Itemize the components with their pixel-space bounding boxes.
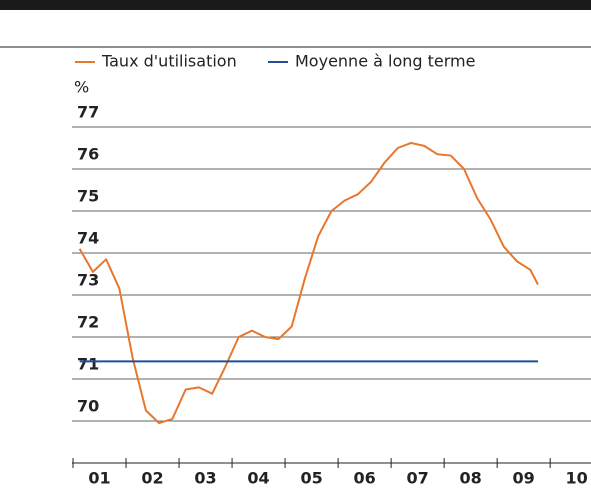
x-tick-label: 10 — [566, 469, 588, 488]
x-tick-label: 05 — [300, 469, 322, 488]
header-bar — [0, 0, 591, 10]
y-tick-label: 73 — [77, 271, 99, 290]
y-tick-label: 76 — [77, 145, 99, 164]
x-tick-label: 01 — [88, 469, 110, 488]
y-axis-unit: % — [74, 78, 89, 97]
x-tick-label: 04 — [247, 469, 269, 488]
x-tick-label: 03 — [194, 469, 216, 488]
x-tick-label: 06 — [353, 469, 375, 488]
x-tick-label: 07 — [406, 469, 428, 488]
y-tick-label: 74 — [77, 229, 99, 248]
y-tick-label: 77 — [77, 103, 99, 122]
x-tick-label: 09 — [513, 469, 535, 488]
legend-label: Taux d'utilisation — [101, 52, 237, 71]
x-tick-label: 02 — [141, 469, 163, 488]
y-tick-label: 71 — [77, 355, 99, 374]
series-line — [78, 141, 539, 425]
y-tick-label: 75 — [77, 187, 99, 206]
y-tick-label: 70 — [77, 397, 99, 416]
x-tick-label: 08 — [460, 469, 482, 488]
legend-label: Moyenne à long terme — [295, 52, 475, 71]
y-tick-label: 72 — [77, 313, 99, 332]
